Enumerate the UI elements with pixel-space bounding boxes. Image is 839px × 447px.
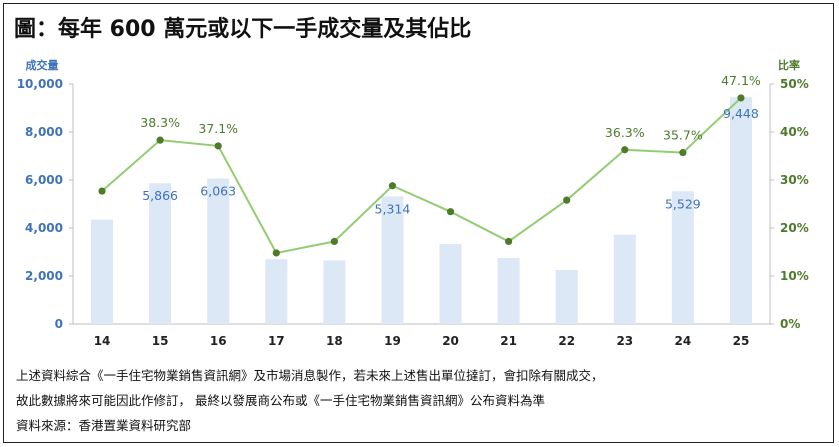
footnote-1: 上述資料綜合《一手住宅物業銷售資訊網》及市場消息製作，若未來上述售出單位撻訂，會… [16, 368, 604, 383]
bar [555, 270, 578, 324]
y-right-tick-label: 0% [780, 317, 800, 331]
ratio-point [388, 182, 397, 190]
y-left-tick-label: 6,000 [25, 173, 63, 187]
x-tick-label: 16 [210, 334, 227, 348]
x-tick-label: 20 [442, 334, 459, 348]
ratio-point [156, 136, 164, 144]
bar [207, 178, 230, 324]
y-right-tick-label: 20% [780, 221, 809, 235]
x-tick-label: 23 [616, 334, 633, 348]
ratio-point [563, 196, 571, 204]
y-right-tick-label: 50% [780, 77, 809, 91]
x-tick-label: 24 [675, 334, 692, 348]
y-left-tick-label: 10,000 [17, 77, 63, 91]
line-data-label: 47.1% [721, 73, 761, 88]
bar [323, 260, 346, 324]
bar [729, 97, 752, 324]
source-note: 資料來源：香港置業資料研究部 [16, 418, 192, 433]
bar-data-label: 5,529 [665, 196, 701, 211]
line-data-label: 35.7% [663, 128, 703, 143]
y-left-tick-label: 4,000 [25, 221, 63, 235]
x-tick-label: 14 [94, 334, 111, 348]
ratio-point [446, 208, 455, 216]
x-tick-label: 21 [500, 334, 517, 348]
x-tick-label: 18 [326, 334, 343, 348]
ratio-point [505, 237, 513, 246]
ratio-point [214, 142, 222, 150]
y-right-tick-label: 30% [780, 173, 809, 187]
page-title: 圖：每年 600 萬元或以下一手成交量及其佔比 [14, 17, 472, 42]
x-tick-label: 22 [558, 334, 575, 348]
y-axis-left-title: 成交量 [26, 58, 59, 72]
bar-data-label: 5,314 [375, 201, 411, 216]
y-left-tick-label: 2,000 [25, 269, 63, 283]
bar [149, 183, 172, 324]
ratio-point [272, 249, 280, 257]
line-data-label: 37.1% [198, 121, 238, 136]
y-axis-right-title: 比率 [778, 58, 800, 72]
bar-data-label: 5,866 [142, 188, 178, 203]
bar [671, 191, 694, 324]
bar [381, 196, 404, 324]
x-tick-label: 17 [268, 334, 285, 348]
ratio-point [679, 149, 687, 157]
line-data-label: 36.3% [605, 125, 645, 140]
line-data-label: 38.3% [140, 115, 180, 130]
x-tick-label: 19 [384, 334, 401, 348]
bar-data-label: 6,063 [200, 183, 236, 198]
bar [265, 259, 288, 324]
bar-data-label: 9,448 [723, 106, 759, 121]
ratio-line [101, 97, 742, 255]
y-right-tick-label: 10% [780, 269, 809, 283]
x-tick-label: 15 [152, 334, 169, 348]
ratio-point [330, 237, 338, 246]
y-left-tick-label: 0 [55, 317, 63, 331]
y-left-tick-label: 8,000 [25, 125, 63, 139]
bar [91, 219, 114, 324]
bar [439, 244, 462, 324]
x-tick-label: 25 [733, 334, 750, 348]
bar [613, 234, 636, 324]
footnote-2: 故此數據將來可能因此作修訂， 最終以發展商公布或《一手住宅物業銷售資訊網》公布資… [16, 393, 545, 408]
ratio-point [621, 146, 629, 154]
bar [497, 258, 520, 324]
y-right-tick-label: 40% [780, 125, 809, 139]
chart-frame [3, 3, 834, 443]
ratio-point [737, 94, 745, 102]
ratio-point [98, 187, 106, 195]
